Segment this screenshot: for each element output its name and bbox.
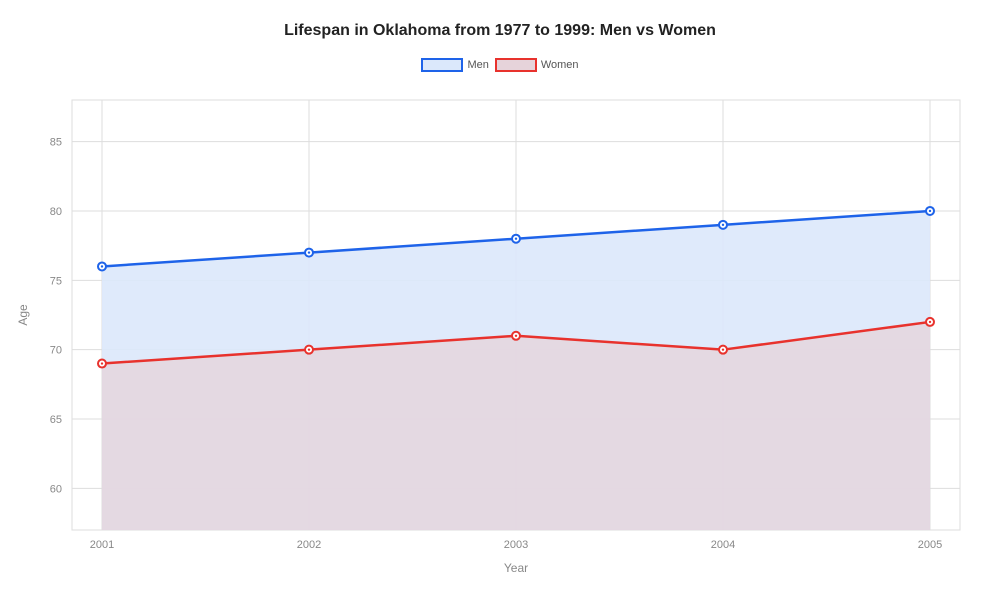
y-axis-label: Age — [16, 304, 30, 326]
series-point-dot — [101, 265, 103, 267]
x-axis-label: Year — [504, 561, 528, 575]
series-point-dot — [308, 348, 310, 350]
chart-legend: Men Women — [0, 58, 1000, 72]
y-tick-label: 75 — [50, 275, 62, 287]
chart-container: Lifespan in Oklahoma from 1977 to 1999: … — [0, 0, 1000, 600]
legend-swatch-men — [421, 58, 463, 72]
legend-item-women: Women — [495, 58, 579, 72]
legend-label-women: Women — [541, 59, 579, 71]
y-tick-label: 85 — [50, 137, 62, 149]
chart-svg: 60657075808520012002200320042005AgeYear — [72, 100, 960, 530]
series-point-dot — [929, 210, 931, 212]
y-tick-label: 65 — [50, 414, 62, 426]
series-point-dot — [308, 251, 310, 253]
chart-title: Lifespan in Oklahoma from 1977 to 1999: … — [0, 0, 1000, 40]
x-tick-label: 2005 — [918, 539, 942, 551]
x-tick-label: 2004 — [711, 539, 735, 551]
series-point-dot — [515, 335, 517, 337]
y-tick-label: 70 — [50, 345, 62, 357]
legend-swatch-women — [495, 58, 537, 72]
legend-label-men: Men — [467, 59, 488, 71]
x-tick-label: 2002 — [297, 539, 321, 551]
y-tick-label: 80 — [50, 206, 62, 218]
series-point-dot — [929, 321, 931, 323]
y-tick-label: 60 — [50, 483, 62, 495]
series-point-dot — [515, 238, 517, 240]
series-point-dot — [101, 362, 103, 364]
series-point-dot — [722, 224, 724, 226]
x-tick-label: 2001 — [90, 539, 114, 551]
legend-item-men: Men — [421, 58, 488, 72]
series-point-dot — [722, 348, 724, 350]
x-tick-label: 2003 — [504, 539, 528, 551]
